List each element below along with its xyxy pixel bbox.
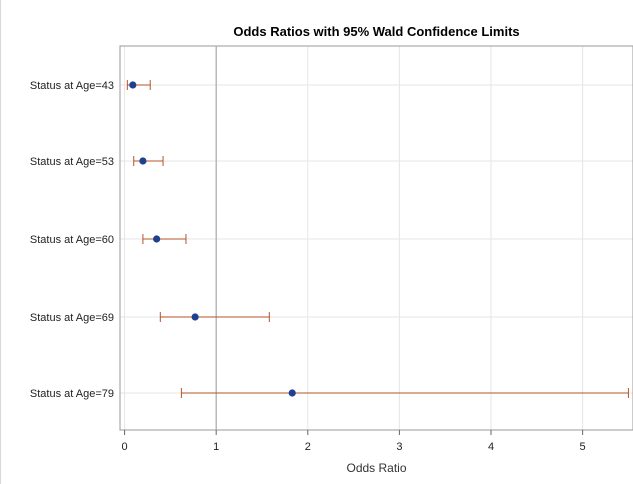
x-tick-label: 5: [580, 441, 586, 453]
y-tick-label: Status at Age=79: [30, 388, 114, 400]
point-layer: [129, 81, 296, 397]
y-tick-label: Status at Age=60: [30, 234, 114, 246]
chart-title: Odds Ratios with 95% Wald Confidence Lim…: [233, 24, 520, 39]
x-tick-label: 0: [122, 441, 128, 453]
odds-ratio-point: [129, 81, 137, 89]
odds-ratio-point: [191, 313, 199, 321]
odds-ratio-point: [139, 157, 147, 165]
x-tick-labels: 0 1 2 3 4 5: [122, 430, 586, 453]
odds-ratio-point: [153, 235, 161, 243]
x-axis-label: Odds Ratio: [346, 461, 407, 475]
y-tick-label: Status at Age=43: [30, 80, 114, 92]
y-tick-label: Status at Age=69: [30, 312, 114, 324]
y-tick-label: Status at Age=53: [30, 156, 114, 168]
x-tick-label: 3: [396, 441, 402, 453]
x-tick-label: 1: [213, 441, 219, 453]
x-tick-label: 2: [305, 441, 311, 453]
grid-layer: [120, 46, 633, 430]
odds-ratio-point: [288, 389, 296, 397]
interval-layer: [126, 80, 629, 398]
x-tick-label: 4: [488, 441, 494, 453]
y-tick-labels: Status at Age=43 Status at Age=53 Status a…: [30, 80, 114, 400]
plot-area-border: [119, 45, 633, 431]
